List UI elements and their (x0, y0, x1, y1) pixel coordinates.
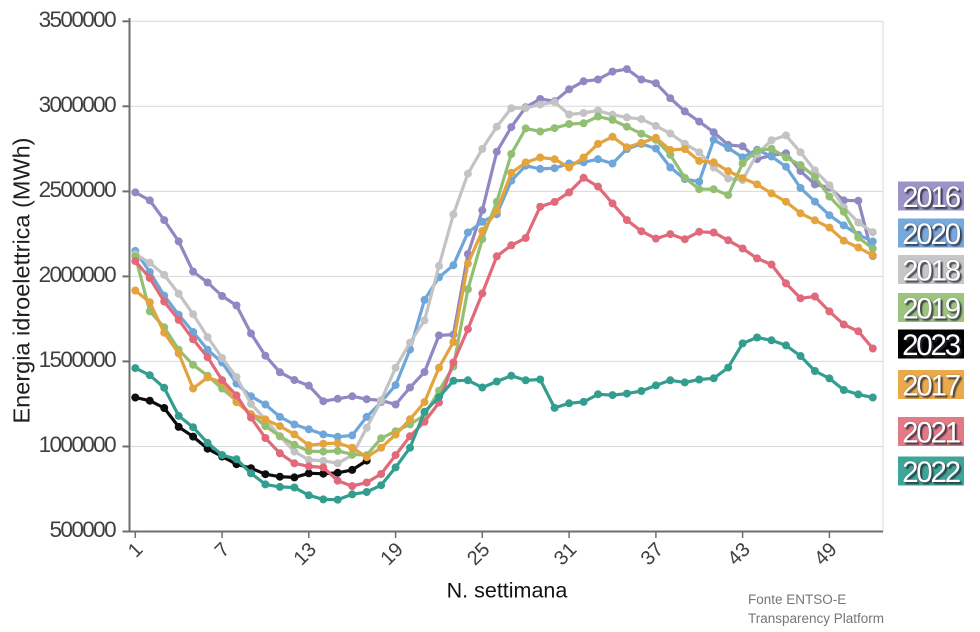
svg-text:2018: 2018 (902, 255, 961, 288)
svg-text:13: 13 (290, 539, 321, 570)
svg-text:43: 43 (723, 539, 754, 570)
svg-text:3500000: 3500000 (39, 7, 116, 32)
svg-text:Energia idroelettrica (MWh): Energia idroelettrica (MWh) (9, 137, 35, 423)
svg-text:2500000: 2500000 (39, 177, 116, 202)
svg-text:25: 25 (463, 539, 494, 570)
svg-text:3000000: 3000000 (39, 92, 116, 117)
svg-text:2023: 2023 (902, 329, 961, 362)
svg-text:1500000: 1500000 (39, 347, 116, 372)
svg-text:2020: 2020 (902, 218, 961, 251)
svg-text:2021: 2021 (902, 417, 960, 450)
svg-text:2000000: 2000000 (39, 262, 116, 287)
svg-text:31: 31 (550, 539, 581, 570)
svg-text:500000: 500000 (50, 517, 117, 542)
svg-text:19: 19 (376, 539, 407, 570)
svg-text:1: 1 (124, 539, 147, 562)
svg-text:Transparency Platform: Transparency Platform (748, 611, 884, 626)
svg-text:N. settimana: N. settimana (447, 579, 568, 603)
svg-text:49: 49 (810, 539, 841, 570)
svg-text:37: 37 (637, 539, 668, 570)
svg-text:7: 7 (211, 539, 234, 562)
svg-text:1000000: 1000000 (39, 432, 116, 457)
svg-text:2017: 2017 (902, 370, 960, 403)
svg-text:2022: 2022 (902, 456, 960, 489)
svg-text:Fonte ENTSO-E: Fonte ENTSO-E (748, 592, 846, 607)
svg-text:2019: 2019 (902, 293, 961, 326)
svg-text:2016: 2016 (902, 181, 961, 214)
